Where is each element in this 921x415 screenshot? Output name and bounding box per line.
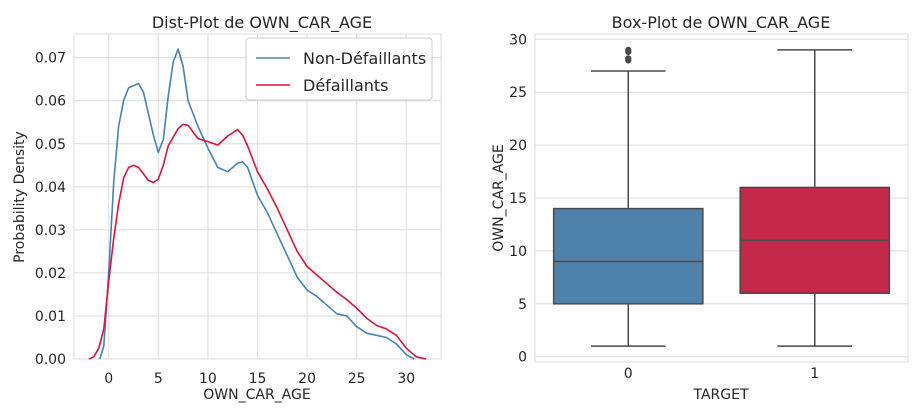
dist-plot-y-tick-label: 0.05 (35, 137, 66, 153)
box-plot-y-tick-label: 30 (509, 32, 527, 48)
box-iqr (552, 207, 704, 305)
box-plot-y-label: OWN_CAR_AGE (491, 144, 507, 251)
legend-label-non-defaillants: Non-Défaillants (303, 49, 426, 68)
dist-plot-y-tick-label: 0.06 (35, 94, 66, 110)
box-plot-y-tick-label: 15 (509, 191, 527, 207)
dist-plot-y-tick-label: 0.04 (35, 180, 66, 196)
dist-plot-series (88, 48, 427, 360)
dist-plot-y-tick-label: 0.03 (35, 223, 66, 239)
box-plot-y-tick-label: 25 (509, 85, 527, 101)
dist-plot: Dist-Plot de OWN_CAR_AGE 0.000.010.020.0… (12, 13, 442, 403)
box-plot-y-ticks: 0 5 10 15 20 25 30 (509, 32, 527, 365)
series-line-non-defaillants (99, 48, 415, 360)
dist-plot-frame (73, 33, 442, 360)
legend-label-defaillants: Défaillants (303, 76, 389, 95)
box-plot-frame (534, 33, 909, 363)
dist-plot-y-tick-label: 0.00 (35, 352, 66, 368)
box-group-target-0 (552, 46, 704, 347)
legend-box (245, 37, 433, 101)
dist-plot-x-tick-label: 20 (298, 371, 316, 387)
box-plot-x-tick-label: 1 (810, 366, 819, 382)
dist-plot-x-tick-label: 30 (397, 371, 415, 387)
outlier-point (625, 55, 632, 62)
outlier-point (625, 46, 632, 53)
dist-plot-y-label: Probability Density (12, 131, 28, 263)
box-plot-x-label: TARGET (692, 387, 748, 403)
series-line-defaillants (88, 123, 427, 360)
dist-plot-title: Dist-Plot de OWN_CAR_AGE (152, 13, 372, 33)
box-plot-y-tick-label: 10 (509, 244, 527, 260)
dist-plot-x-tick-label: 10 (199, 371, 217, 387)
box-plot-y-tick-label: 5 (518, 297, 527, 313)
dist-plot-x-tick-label: 25 (348, 371, 366, 387)
dist-plot-y-tick-label: 0.07 (35, 51, 66, 67)
dist-plot-x-label: OWN_CAR_AGE (203, 387, 310, 403)
box-plot-title: Box-Plot de OWN_CAR_AGE (612, 13, 831, 33)
dist-plot-x-tick-label: 5 (154, 371, 163, 387)
dist-plot-x-tick-label: 0 (104, 371, 113, 387)
box-group-target-1 (739, 49, 891, 347)
dist-plot-x-ticks: 0 5 10 15 20 25 30 (104, 371, 415, 387)
dist-plot-y-tick-label: 0.02 (35, 266, 66, 282)
box-plot-y-tick-label: 20 (509, 138, 527, 154)
dist-plot-y-tick-label: 0.01 (35, 309, 66, 325)
dist-plot-y-ticks: 0.00 0.01 0.02 0.03 0.04 0.05 0.06 0.07 (35, 51, 66, 368)
box-plot-x-tick-label: 0 (624, 366, 633, 382)
dist-plot-x-tick-label: 15 (249, 371, 267, 387)
box-plot-boxes (552, 46, 891, 347)
legend: Non-Défaillants Défaillants (245, 37, 433, 101)
box-plot-y-tick-label: 0 (518, 350, 527, 366)
